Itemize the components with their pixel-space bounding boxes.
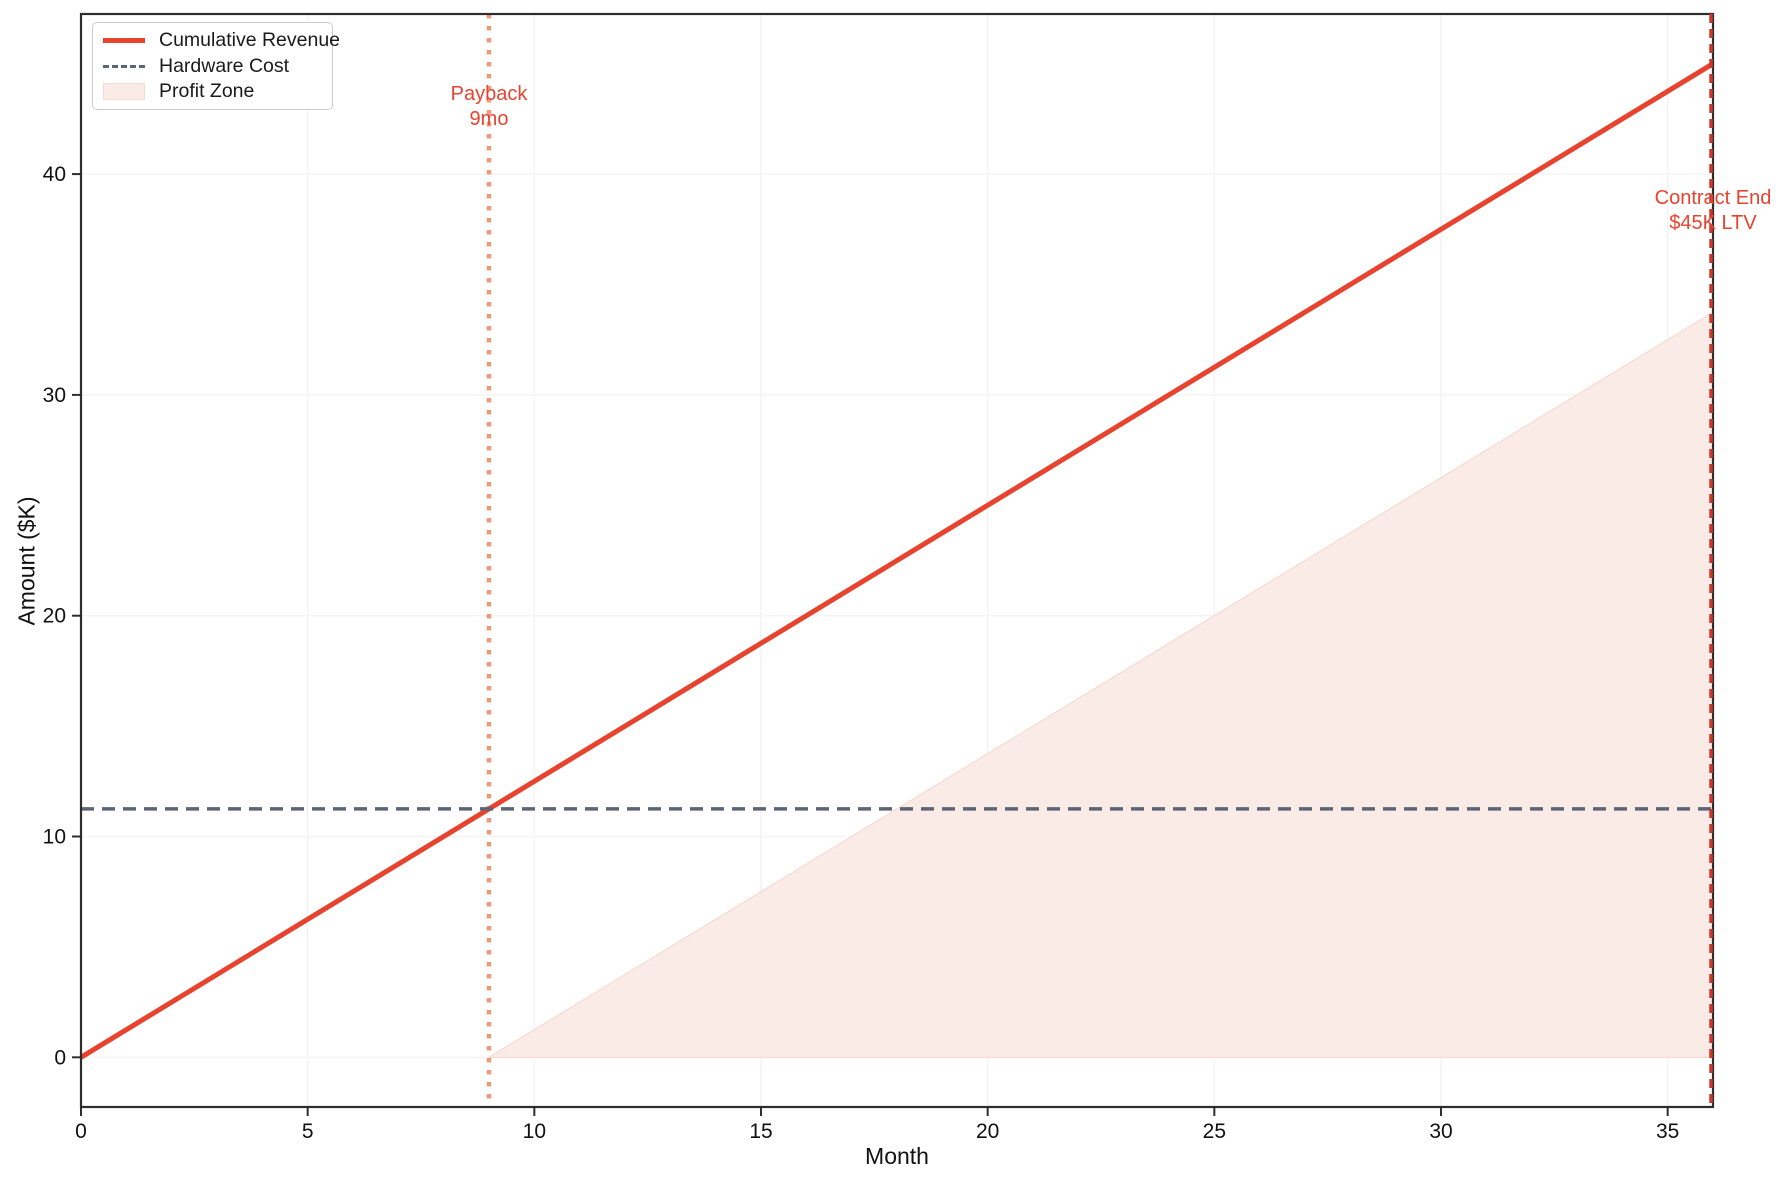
x-tick-label: 25: [1203, 1120, 1226, 1143]
x-tick-label: 20: [976, 1120, 999, 1143]
y-tick-label: 30: [43, 384, 66, 407]
profit-zone-area: [487, 311, 1714, 1058]
x-tick-label: 0: [75, 1120, 87, 1143]
legend-label: Hardware Cost: [159, 54, 290, 77]
y-tick-label: 40: [43, 163, 66, 186]
legend-swatch-profit-area-icon: [103, 83, 145, 101]
payback-annotation: Payback 9mo: [451, 82, 528, 132]
y-tick-label: 0: [54, 1046, 66, 1069]
legend-swatch-revenue-line-icon: [103, 37, 145, 43]
annotation-line: 9mo: [469, 108, 509, 130]
y-tick-label: 20: [43, 605, 66, 628]
legend-label: Profit Zone: [159, 80, 255, 103]
legend-swatch-hardware-dash-icon: [103, 64, 145, 68]
y-tick-label: 10: [43, 826, 66, 849]
x-tick-label: 15: [749, 1120, 772, 1143]
legend-item-profit-zone: Profit Zone: [103, 79, 322, 104]
annotation-line: Contract End: [1654, 187, 1772, 209]
legend: Cumulative Revenue Hardware Cost Profit …: [92, 22, 340, 110]
x-tick-label: 30: [1429, 1120, 1452, 1143]
x-axis-title: Month: [865, 1143, 929, 1169]
legend-item-cumulative-revenue: Cumulative Revenue: [103, 28, 340, 53]
contract-end-annotation: Contract End $45K LTV: [1655, 186, 1772, 236]
revenue-line: [79, 61, 1715, 1060]
annotation-line: $45K LTV: [1669, 212, 1757, 234]
x-tick-label: 35: [1656, 1120, 1679, 1143]
annotation-line: Payback: [450, 83, 528, 105]
plot-border: [79, 12, 1715, 1109]
x-tick-label: 10: [523, 1120, 546, 1143]
x-tick-label: 5: [302, 1120, 314, 1143]
y-axis-title: Amount ($K): [13, 495, 40, 626]
legend-label: Cumulative Revenue: [159, 28, 341, 51]
legend-item-hardware-cost: Hardware Cost: [103, 54, 322, 79]
